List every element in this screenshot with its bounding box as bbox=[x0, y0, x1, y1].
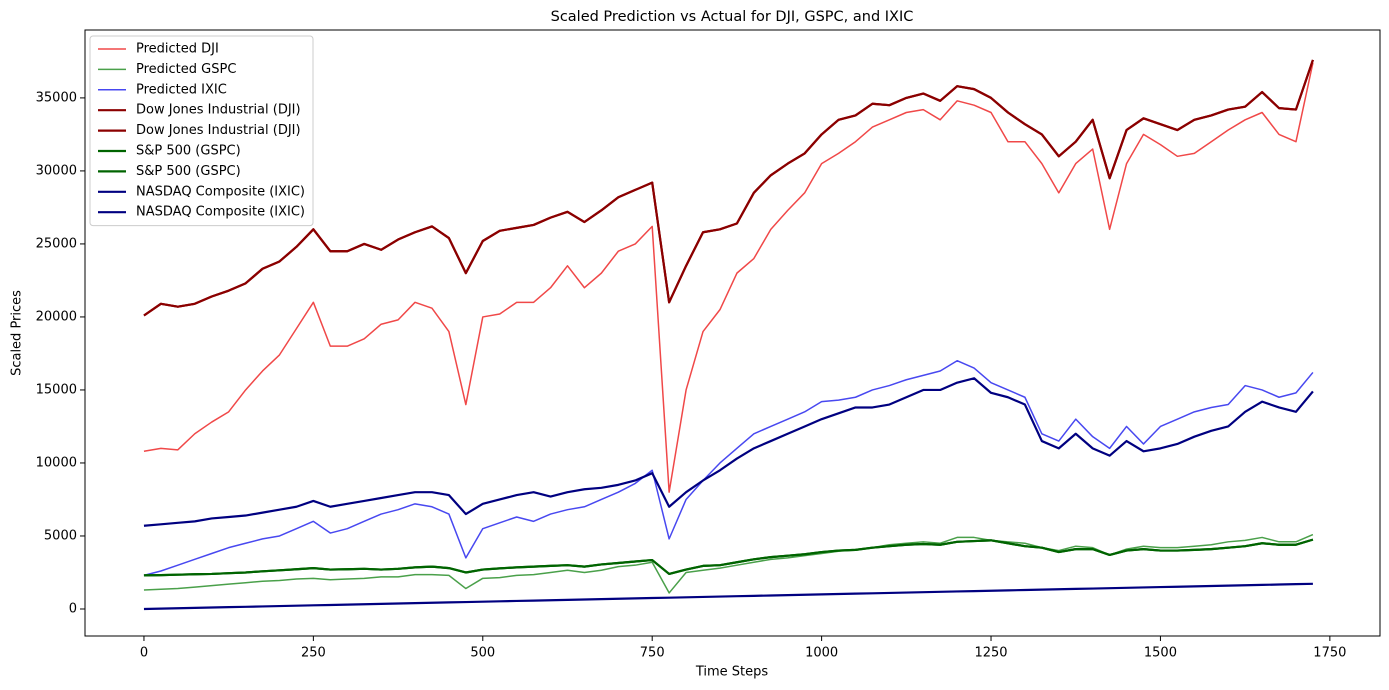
series-line bbox=[143, 62, 1314, 493]
series-line bbox=[143, 377, 1314, 527]
legend-label: S&P 500 (GSPC) bbox=[136, 164, 241, 179]
y-tick-label: 30000 bbox=[36, 163, 77, 178]
series-line bbox=[143, 359, 1314, 577]
x-tick-label: 1500 bbox=[1144, 646, 1177, 661]
x-tick-label: 250 bbox=[301, 646, 326, 661]
legend-label: Predicted DJI bbox=[136, 42, 219, 57]
y-tick-label: 25000 bbox=[36, 236, 77, 251]
axes-frame bbox=[84, 29, 1381, 637]
x-tick-label: 1250 bbox=[974, 646, 1007, 661]
legend-label: Predicted GSPC bbox=[136, 62, 236, 77]
x-tick-label: 1750 bbox=[1313, 646, 1346, 661]
y-tick-label: 5000 bbox=[44, 528, 77, 543]
y-tick-label: 10000 bbox=[36, 455, 77, 470]
legend-label: NASDAQ Composite (IXIC) bbox=[136, 205, 305, 220]
plot-area bbox=[143, 59, 1314, 611]
y-axis-label: Scaled Prices bbox=[10, 290, 25, 376]
x-tick-label: 0 bbox=[140, 646, 148, 661]
x-tick-label: 500 bbox=[470, 646, 495, 661]
legend-label: NASDAQ Composite (IXIC) bbox=[136, 184, 305, 199]
legend-label: Predicted IXIC bbox=[136, 82, 227, 97]
series-line bbox=[143, 538, 1314, 577]
legend-label: Dow Jones Industrial (DJI) bbox=[136, 123, 301, 138]
series-line bbox=[143, 582, 1313, 611]
legend: Predicted DJI Predicted GSPC Predicted IXI… bbox=[89, 35, 314, 227]
series-line bbox=[143, 59, 1314, 317]
y-tick-label: 0 bbox=[69, 601, 77, 616]
y-tick-label: 35000 bbox=[36, 90, 77, 105]
series-line bbox=[143, 59, 1314, 317]
legend-label: Dow Jones Industrial (DJI) bbox=[136, 103, 301, 118]
x-tick-label: 750 bbox=[640, 646, 665, 661]
chart-title: Scaled Prediction vs Actual for DJI, GSP… bbox=[551, 9, 914, 25]
x-axis-label: Time Steps bbox=[695, 665, 769, 680]
series-line bbox=[143, 538, 1314, 577]
y-tick-label: 20000 bbox=[36, 309, 77, 324]
x-tick-label: 1000 bbox=[805, 646, 838, 661]
legend-box bbox=[89, 35, 314, 227]
y-tick-label: 15000 bbox=[36, 382, 77, 397]
legend-label: S&P 500 (GSPC) bbox=[136, 144, 241, 159]
